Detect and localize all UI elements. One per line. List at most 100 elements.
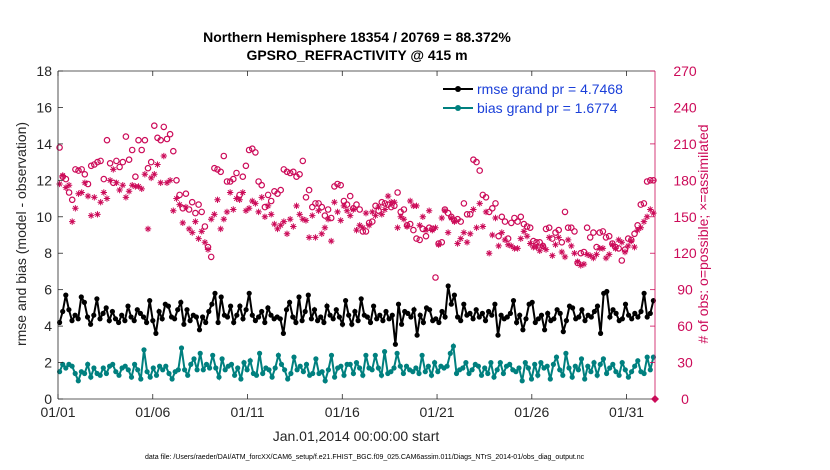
possible-obs-point [492,200,499,207]
assimilated-obs-point [119,181,126,189]
possible-obs-point [394,189,401,196]
possible-obs-point [239,173,247,181]
rmse-point [81,299,87,305]
bias-point [550,361,557,367]
rmse-point [256,314,262,320]
rmse-point [109,308,115,315]
possible-obs-point [605,232,613,240]
assimilated-obs-point [356,222,363,229]
y-tick-label: 8 [44,245,52,261]
assimilated-obs-point [147,174,155,182]
possible-obs-point [258,181,266,189]
assimilated-obs-point [176,201,183,208]
assimilated-obs-point [144,225,152,233]
assimilated-obs-point [334,208,341,216]
assimilated-obs-point [204,246,212,253]
rmse-point [246,290,252,296]
assimilated-obs-point [290,223,297,230]
legend-marker [455,105,461,111]
rmse-point [333,307,339,313]
assimilated-obs-point [337,217,344,224]
possible-obs-point [151,122,158,130]
rmse-point [495,332,501,338]
bias-point [507,361,513,367]
rmse-point [458,318,464,324]
bias-point [397,363,403,369]
rmse-point [588,314,594,320]
assimilated-obs-point [470,206,477,213]
assimilated-obs-point [419,213,427,220]
rmse-point [399,321,405,327]
rmse-point [607,314,613,320]
y-right-tick-label: 240 [673,99,697,115]
rmse-point [594,303,601,309]
bias-point [553,354,560,360]
bias-point [582,376,588,382]
rmse-point [97,316,103,322]
rmse-point [647,310,653,316]
x-tick-label: 01/31 [609,404,644,420]
rmse-point [523,316,529,322]
bias-point [566,365,572,371]
rmse-point [119,312,125,318]
assimilated-obs-point [94,211,101,218]
rmse-point [128,314,134,320]
y-right-tick-label: 30 [677,355,693,371]
bias-point [357,365,363,371]
assimilated-obs-point [138,185,145,193]
rmse-point [106,318,112,324]
bias-point [500,370,506,377]
rmse-point [591,308,598,315]
rmse-point [417,312,423,318]
rmse-point [498,312,504,318]
legend-marker [455,86,461,92]
assimilated-obs-point [106,177,114,184]
possible-obs-point [198,208,206,216]
y-tick-label: 2 [44,355,52,371]
assimilated-obs-point [609,241,616,248]
possible-obs-point [220,152,228,160]
assimilated-obs-point [448,214,455,222]
bias-point [319,369,325,375]
possible-obs-point [97,157,104,165]
y-tick-label: 12 [36,172,52,188]
assimilated-obs-point [542,246,550,253]
rmse-point [283,307,290,313]
possible-obs-point [368,218,376,225]
possible-obs-point [599,228,607,235]
rmse-point [94,296,100,302]
assimilated-obs-point [125,188,133,195]
possible-obs-point [147,158,155,166]
assimilated-obs-point [340,202,348,210]
bias-point [563,350,569,356]
bias-point [332,374,338,380]
bias-point [269,374,275,380]
rmse-point [461,301,467,307]
bias-point [597,361,603,367]
assimilated-obs-point [233,195,240,202]
bias-point [325,367,331,373]
assimilated-obs-point [624,242,632,250]
assimilated-obs-point [350,206,357,213]
data-file-footnote: data file: /Users/raeder/DAI/ATM_forcXX/… [145,454,585,461]
legend-label: rmse grand pr = 4.7468 [477,81,623,97]
assimilated-obs-point [207,216,215,223]
rmse-point [504,314,510,320]
bias-point [575,367,582,373]
rmse-point [613,310,619,316]
rmse-point [165,303,171,309]
possible-obs-point [87,162,95,170]
rmse-point [212,290,218,296]
bias-point [419,352,425,358]
y-right-tick-label: 180 [673,172,697,188]
assimilated-obs-point [362,209,370,217]
rmse-point [482,318,489,324]
assimilated-obs-point [274,225,281,233]
possible-obs-point [542,225,550,233]
assimilated-obs-point [508,242,515,250]
rmse-point [405,310,411,316]
bias-point [369,367,375,373]
bias-point [241,360,247,366]
assimilated-obs-point [261,213,269,220]
rmse-point [69,318,75,324]
